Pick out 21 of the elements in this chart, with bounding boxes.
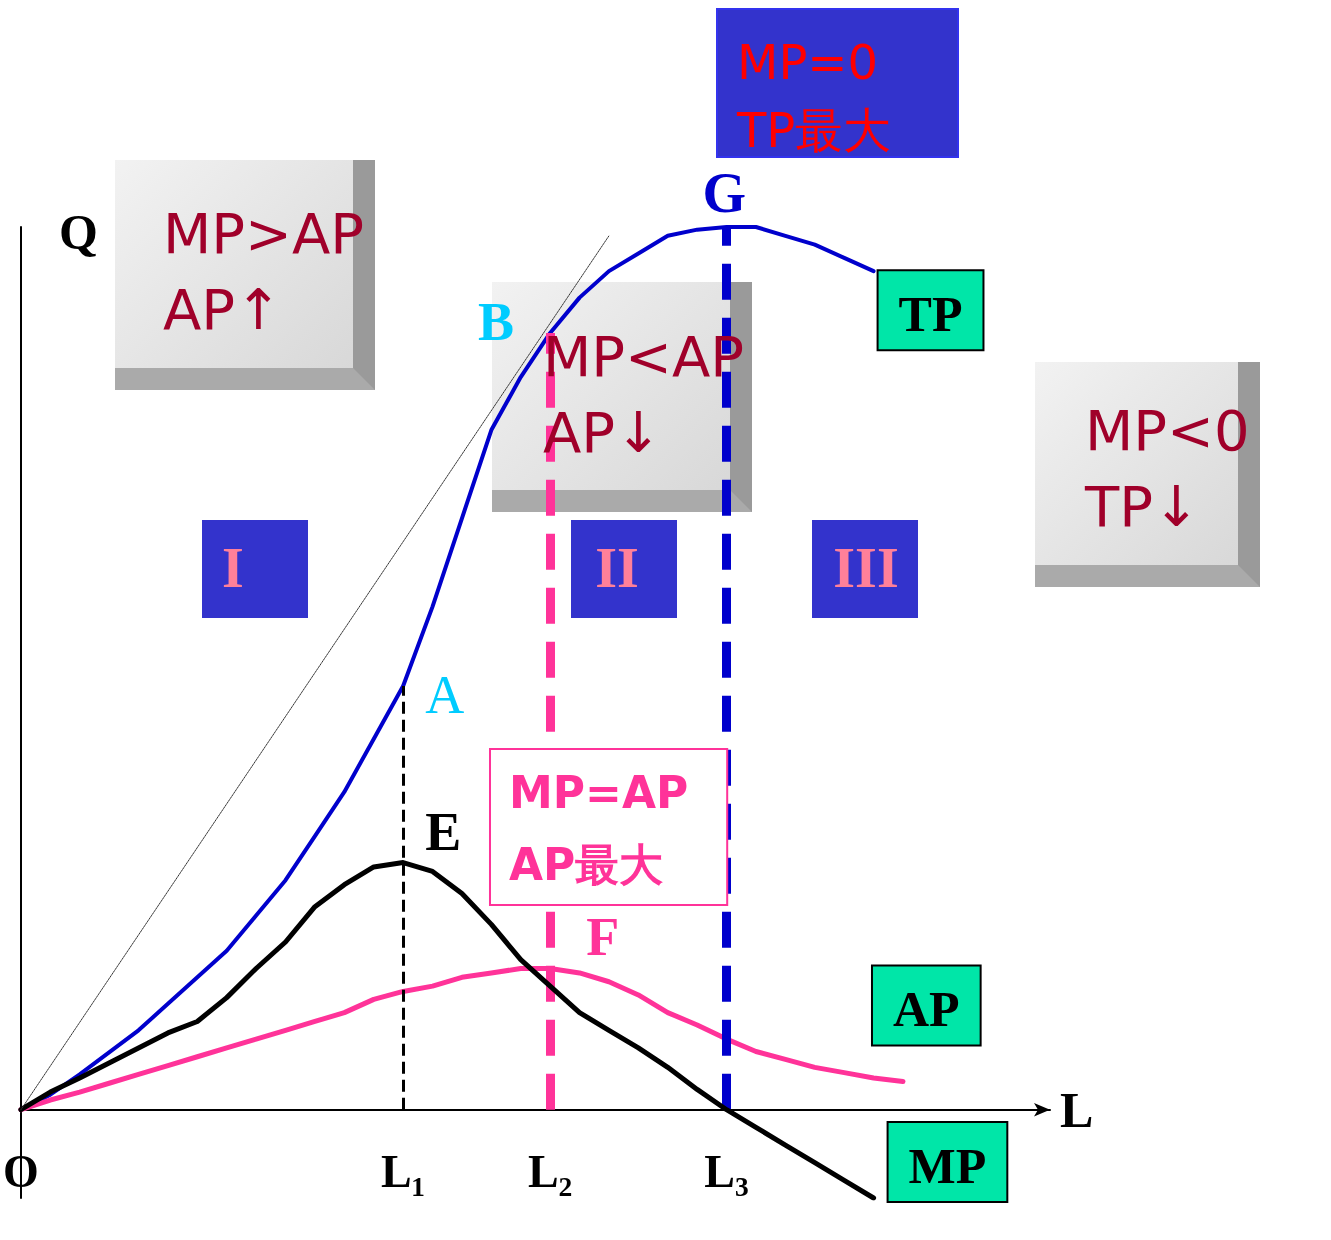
series-label: AP bbox=[892, 981, 960, 1038]
text: MP=0 TP最大 bbox=[736, 34, 892, 158]
annotation: II bbox=[595, 537, 639, 599]
annotation: B bbox=[478, 292, 515, 352]
annotation: G bbox=[702, 162, 747, 224]
annotation: F bbox=[586, 907, 620, 968]
x-tick-label: L₁ bbox=[380, 1145, 426, 1197]
annotation: A bbox=[425, 665, 465, 726]
annotation: E bbox=[425, 801, 462, 862]
annotation: MP<AP AP↓ bbox=[543, 323, 745, 465]
annotation: I bbox=[222, 537, 244, 599]
y-axis-title: Q bbox=[58, 204, 98, 260]
annotation: MP>AP AP↑ bbox=[163, 200, 365, 342]
x-tick-label: L₃ bbox=[704, 1145, 749, 1197]
annotation: MP=AP AP最大 bbox=[509, 766, 689, 890]
text: MP<0 TP↓ bbox=[1084, 397, 1250, 539]
x-axis-title: L bbox=[1060, 1081, 1094, 1138]
x-tick-label: L₂ bbox=[527, 1145, 573, 1197]
annotation: III bbox=[833, 537, 899, 599]
series-label: MP bbox=[908, 1138, 987, 1194]
series-label: TP bbox=[898, 286, 963, 343]
